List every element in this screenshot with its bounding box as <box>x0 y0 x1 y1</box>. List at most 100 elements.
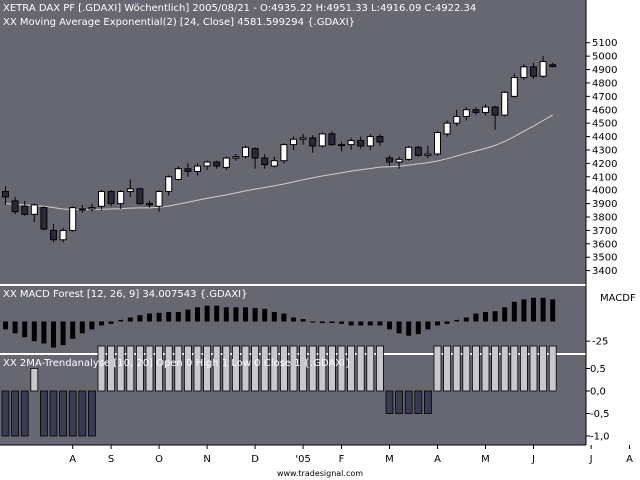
trend-bar <box>327 345 336 392</box>
trend-tick-label: 0,0 <box>590 387 606 398</box>
candle-body <box>88 207 96 210</box>
macd-indicator-label: XX MACD Forest [12, 26, 9] 34.007543 {.G… <box>3 289 247 300</box>
footer-watermark: www.tradesignal.com <box>277 469 363 478</box>
macd-bar <box>319 321 325 324</box>
price-tick-label: 3700 <box>592 226 617 237</box>
candle-body <box>40 207 48 230</box>
candle-body <box>309 137 317 147</box>
macd-bar <box>79 321 85 334</box>
price-tick-label: 4000 <box>592 186 617 197</box>
trend-bar <box>222 345 231 392</box>
candle-body <box>155 191 163 207</box>
candle-body <box>222 157 230 168</box>
macd-bar <box>444 321 450 324</box>
candle-body <box>376 136 384 143</box>
trend-bar <box>491 345 500 392</box>
trend-bar <box>356 345 365 392</box>
trend-bar <box>231 345 240 392</box>
trend-bar <box>88 390 96 437</box>
candle-body <box>530 66 537 77</box>
x-tick-label: M <box>481 454 490 465</box>
trend-bar <box>375 345 384 392</box>
candle-body <box>347 140 355 146</box>
trend-bar <box>20 390 29 437</box>
trend-bar <box>500 345 509 392</box>
price-tick-label: 4800 <box>592 78 617 89</box>
macd-bar <box>214 305 220 322</box>
trend-bar <box>337 345 346 392</box>
trend-bar <box>548 345 557 392</box>
macd-bar <box>262 308 268 322</box>
price-series-layer <box>2 56 557 243</box>
macd-bar <box>147 313 152 322</box>
candle-body <box>174 168 182 180</box>
price-tick-label: 4500 <box>592 119 617 130</box>
trend-bar <box>289 345 298 392</box>
macd-bar <box>41 321 47 344</box>
candle-body <box>78 208 86 211</box>
macd-bar <box>425 321 431 330</box>
x-tick-label: M <box>385 454 394 465</box>
candle-body <box>510 77 518 97</box>
macd-bar <box>175 312 181 322</box>
macd-bar <box>540 297 546 322</box>
candle-body <box>405 146 413 160</box>
candle-body <box>338 144 345 147</box>
candle-body <box>299 137 307 140</box>
macd-bar <box>531 297 536 322</box>
x-tick-label: F <box>339 454 345 465</box>
x-tick-label: O <box>155 454 163 465</box>
candle-body <box>520 66 528 79</box>
trend-bar <box>40 390 48 437</box>
x-tick-label: J <box>531 454 535 465</box>
macd-bar <box>195 307 200 322</box>
candle-body <box>69 207 77 231</box>
candle-body <box>443 122 451 135</box>
candle-body <box>98 191 105 207</box>
trend-bar <box>183 345 192 392</box>
trend-bar <box>164 345 173 392</box>
trend-bar <box>107 345 115 392</box>
price-tick-label: 3800 <box>592 212 617 223</box>
trend-bar <box>78 390 87 437</box>
trend-tick-label: 0,5 <box>590 364 606 375</box>
trend-bar <box>385 390 394 414</box>
candle-body <box>290 138 297 146</box>
candle-body <box>203 161 211 167</box>
macd-bar <box>415 321 421 335</box>
macd-bar <box>463 317 469 322</box>
trend-bar <box>308 345 317 392</box>
x-tick-label: A <box>626 454 633 465</box>
candle-body <box>472 109 480 113</box>
candle-body <box>126 188 134 193</box>
trend-bar <box>443 345 452 392</box>
ema-line <box>5 114 553 211</box>
candle-body <box>107 191 115 205</box>
candle-body <box>213 161 221 167</box>
macd-bar <box>204 305 210 322</box>
macd-series-layer <box>3 297 556 348</box>
macd-bar <box>511 301 517 322</box>
price-tick-label: 4600 <box>592 105 617 116</box>
trend-bar <box>174 345 183 392</box>
trend-bar <box>11 390 20 437</box>
candle-body <box>328 133 336 146</box>
candle-body <box>117 191 125 205</box>
trend-bar <box>68 390 77 437</box>
trend-bar <box>116 345 125 392</box>
macd-bar <box>348 321 354 326</box>
candle-body <box>242 146 249 158</box>
x-tick-label: D <box>251 454 259 465</box>
x-tick-label: S <box>108 454 114 465</box>
candle-body <box>414 146 422 156</box>
y-axis-layer: 5100 5000 4900 4800 4700 4600 4500 4400 4300 4200… <box>586 38 617 443</box>
price-tick-label: 5000 <box>592 52 617 63</box>
trend-bar <box>59 390 67 437</box>
right-axis-area <box>586 0 640 445</box>
macd-bar <box>339 321 344 324</box>
candle-body <box>434 132 441 155</box>
candle-body <box>194 165 201 172</box>
macd-bar <box>492 311 498 322</box>
macd-bar <box>22 321 28 338</box>
macd-bar <box>89 321 95 330</box>
